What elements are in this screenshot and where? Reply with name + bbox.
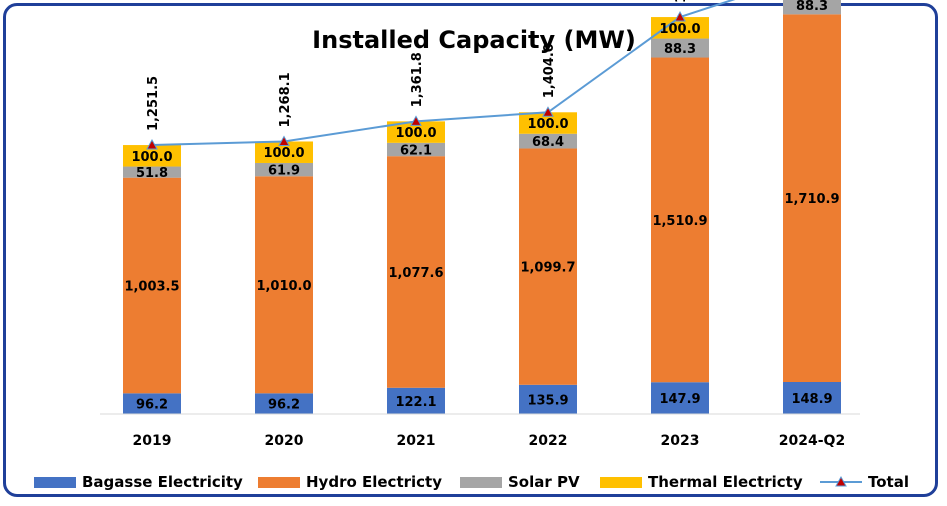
bar-segment-2-3 bbox=[519, 133, 577, 149]
bar-stack-group bbox=[123, 0, 841, 414]
segment-label-2-2: 62.1 bbox=[400, 144, 432, 159]
segment-label-3-4: 100.0 bbox=[659, 22, 700, 37]
bar-segment-1-1 bbox=[255, 176, 313, 394]
segment-label-2-4: 88.3 bbox=[664, 42, 696, 57]
x-tick-group: 2019 2020 2021 2022 2023 2024-Q2 bbox=[133, 433, 846, 449]
chart-title: Installed Capacity (MW) bbox=[312, 26, 636, 54]
total-label-0: 1,251.5 bbox=[146, 76, 161, 131]
x-tick-label-4: 2023 bbox=[661, 433, 700, 449]
segment-label-3-2: 100.0 bbox=[395, 126, 436, 141]
legend-item-2: Solar PV bbox=[460, 473, 580, 491]
segment-label-1-2: 1,077.6 bbox=[388, 266, 443, 281]
legend-label-2: Solar PV bbox=[508, 473, 580, 491]
bar-segment-2-2 bbox=[387, 142, 445, 157]
bar-segment-1-5 bbox=[783, 14, 841, 383]
legend-item-4: Total bbox=[820, 473, 909, 491]
bar-segment-3-2 bbox=[387, 121, 445, 143]
bar-segment-3-1 bbox=[255, 141, 313, 163]
total-marker-3 bbox=[542, 106, 554, 117]
data-label-group: 96.21,003.551.8100.096.21,010.061.9100.0… bbox=[124, 0, 839, 413]
bar-segment-1-4 bbox=[651, 57, 709, 383]
segment-label-0-1: 96.2 bbox=[268, 398, 300, 413]
segment-label-0-5: 148.9 bbox=[791, 392, 832, 407]
bar-segment-0-5 bbox=[783, 382, 841, 414]
bar-segment-0-4 bbox=[651, 382, 709, 414]
bar-segment-1-0 bbox=[123, 177, 181, 394]
segment-label-2-3: 68.4 bbox=[532, 135, 564, 150]
total-marker-1 bbox=[278, 135, 290, 146]
legend-swatch-3 bbox=[600, 477, 642, 488]
segment-label-0-2: 122.1 bbox=[395, 395, 436, 410]
segment-label-0-0: 96.2 bbox=[136, 398, 168, 413]
legend-label-4: Total bbox=[868, 473, 909, 491]
total-label-2: 1,361.8 bbox=[410, 52, 425, 107]
segment-label-1-4: 1,510.9 bbox=[652, 214, 707, 229]
x-tick-label-2: 2021 bbox=[397, 433, 436, 449]
bar-segment-2-4 bbox=[651, 38, 709, 58]
legend-swatch-0 bbox=[34, 477, 76, 488]
bar-segment-3-3 bbox=[519, 112, 577, 134]
segment-label-3-1: 100.0 bbox=[263, 146, 304, 161]
bar-segment-0-1 bbox=[255, 393, 313, 414]
total-marker-2 bbox=[410, 115, 422, 126]
segment-label-2-0: 51.8 bbox=[136, 166, 168, 181]
legend-item-3: Thermal Electricty bbox=[600, 473, 803, 491]
legend-label-0: Bagasse Electricity bbox=[82, 473, 243, 491]
legend-marker-icon bbox=[835, 475, 847, 487]
legend: Bagasse Electricity Hydro Electricty Solar… bbox=[34, 473, 909, 491]
total-line-group bbox=[146, 0, 736, 150]
total-marker-0 bbox=[146, 139, 158, 150]
x-tick-label-3: 2022 bbox=[529, 433, 568, 449]
bar-segment-0-0 bbox=[123, 393, 181, 414]
segment-label-1-0: 1,003.5 bbox=[124, 280, 179, 295]
bar-segment-1-2 bbox=[387, 156, 445, 388]
total-line bbox=[151, 0, 736, 147]
bar-segment-3-0 bbox=[123, 145, 181, 167]
legend-item-0: Bagasse Electricity bbox=[34, 473, 243, 491]
bar-segment-0-2 bbox=[387, 387, 445, 414]
bar-segment-1-3 bbox=[519, 148, 577, 385]
segment-label-1-3: 1,099.7 bbox=[520, 261, 575, 276]
total-label-3: 1,404.0 bbox=[542, 43, 557, 98]
segment-label-3-0: 100.0 bbox=[131, 150, 172, 165]
x-tick-label-0: 2019 bbox=[133, 433, 172, 449]
legend-item-1: Hydro Electricty bbox=[258, 473, 442, 491]
bar-segment-2-1 bbox=[255, 162, 313, 177]
legend-label-1: Hydro Electricty bbox=[306, 473, 442, 491]
bar-segment-2-5 bbox=[783, 0, 841, 15]
segment-label-2-5: 88.3 bbox=[796, 0, 828, 14]
x-tick-label-5: 2024-Q2 bbox=[779, 433, 845, 449]
x-tick-label-1: 2020 bbox=[265, 433, 304, 449]
segment-label-3-3: 100.0 bbox=[527, 117, 568, 132]
segment-label-0-4: 147.9 bbox=[659, 392, 700, 407]
segment-label-1-1: 1,010.0 bbox=[256, 279, 311, 294]
segment-label-1-5: 1,710.9 bbox=[784, 192, 839, 207]
segment-label-2-1: 61.9 bbox=[268, 164, 300, 179]
total-label-4: 1,847.1 bbox=[674, 0, 689, 3]
total-label-1: 1,268.1 bbox=[278, 72, 293, 127]
legend-swatch-1 bbox=[258, 477, 300, 488]
bar-segment-0-3 bbox=[519, 384, 577, 414]
segment-label-0-3: 135.9 bbox=[527, 393, 568, 408]
total-marker-4 bbox=[674, 11, 686, 22]
bar-segment-2-0 bbox=[123, 166, 181, 178]
bar-segment-3-4 bbox=[651, 17, 709, 39]
legend-swatch-2 bbox=[460, 477, 502, 488]
legend-label-3: Thermal Electricty bbox=[648, 473, 803, 491]
